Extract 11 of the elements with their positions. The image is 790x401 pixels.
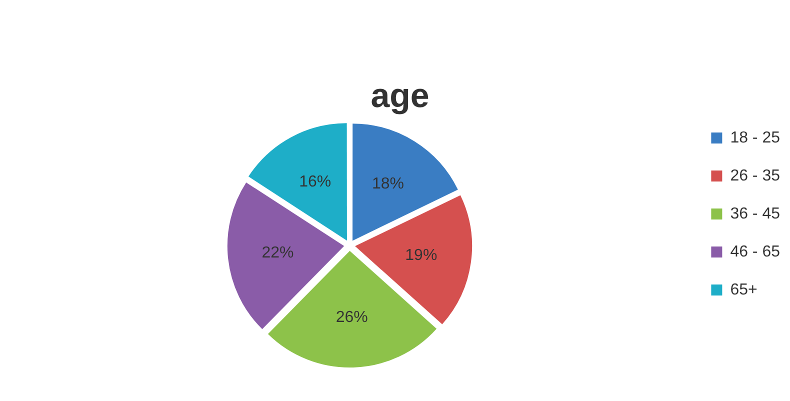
data-label: 16% (299, 173, 332, 190)
legend-label: 18 - 25 (730, 129, 780, 146)
data-label: 22% (262, 244, 294, 262)
data-label: 19% (405, 246, 438, 264)
legend-label: 65+ (730, 281, 758, 298)
legend-label: 36 - 45 (730, 205, 780, 222)
chart-title: age (370, 76, 430, 115)
legend-label: 26 - 35 (730, 167, 780, 184)
data-label: 18% (372, 176, 404, 193)
legend-label: 46 - 65 (730, 243, 780, 260)
data-label: 26% (336, 309, 368, 326)
